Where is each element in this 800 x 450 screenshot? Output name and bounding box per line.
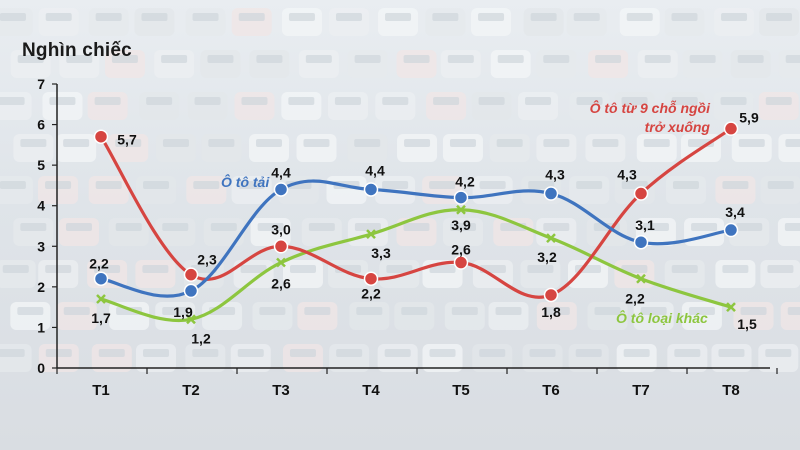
series-point [455,191,468,204]
series-point [365,272,378,285]
data-label: 1,8 [541,304,561,320]
series-point [275,183,288,196]
series-name-label: Ô tô loại khác [616,309,708,326]
data-label: 4,2 [455,174,475,190]
series-point [545,187,558,200]
data-label: 5,7 [117,132,137,148]
data-label: 3,0 [271,221,291,237]
y-tick-label: 5 [37,157,45,173]
data-label: 2,3 [197,252,217,268]
data-label: 1,5 [737,316,757,332]
data-label: 5,9 [739,110,759,126]
y-tick-label: 1 [37,319,45,335]
x-tick-label: T6 [542,382,560,399]
data-label: 4,4 [365,162,385,178]
series-point [725,224,738,237]
data-label: 2,6 [271,276,291,292]
series-point [455,256,468,269]
data-label: 4,3 [545,167,565,183]
data-label: 2,6 [451,242,471,258]
y-tick-label: 7 [37,76,45,92]
series-point [545,288,558,301]
x-tick-label: T1 [92,382,110,399]
series-name-label: Ô tô từ 9 chỗ ngồi trở xuống [590,99,712,135]
series-name-label: Ô tô tải [221,173,270,190]
series-point [185,268,198,281]
data-label: 2,2 [89,256,109,272]
data-label: 3,3 [371,245,391,261]
data-label: 1,9 [173,304,193,320]
x-tick-label: T2 [182,382,200,399]
data-label: 3,2 [537,249,557,265]
series-name-line: Ô tô từ 9 chỗ ngồi [590,99,712,116]
data-label: 2,2 [625,291,645,307]
x-tick-label: T5 [452,382,470,399]
series-point [635,187,648,200]
data-label: 4,4 [271,164,291,180]
x-tick-label: T7 [632,382,650,399]
data-label: 3,4 [725,204,745,220]
series-point [635,236,648,249]
data-label: 3,1 [635,217,655,233]
series-name-line: trở xuống [645,119,711,135]
data-label: 3,9 [451,217,471,233]
data-label: 4,3 [617,167,637,183]
y-tick-label: 2 [37,279,45,295]
y-tick-label: 6 [37,117,45,133]
series-point [95,130,108,143]
series-point [185,284,198,297]
x-tick-label: T8 [722,382,740,399]
series-point [725,122,738,135]
series-point [365,183,378,196]
x-tick-label: T3 [272,382,290,399]
y-tick-label: 4 [37,198,45,214]
data-label: 1,7 [91,310,111,326]
y-tick-label: 3 [37,238,45,254]
series-point [275,240,288,253]
series-point [95,272,108,285]
x-tick-label: T4 [362,382,380,399]
y-tick-label: 0 [37,360,45,376]
data-label: 2,2 [361,286,381,302]
data-label: 1,2 [191,330,211,346]
